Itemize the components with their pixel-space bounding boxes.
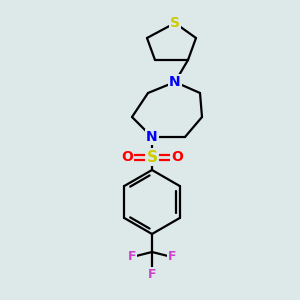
- Text: F: F: [128, 250, 136, 263]
- Text: F: F: [168, 250, 176, 263]
- Text: O: O: [121, 150, 133, 164]
- Text: N: N: [169, 75, 181, 89]
- Text: F: F: [148, 268, 156, 281]
- Text: S: S: [170, 16, 180, 30]
- Text: O: O: [171, 150, 183, 164]
- Text: N: N: [146, 130, 158, 144]
- Text: S: S: [146, 149, 158, 164]
